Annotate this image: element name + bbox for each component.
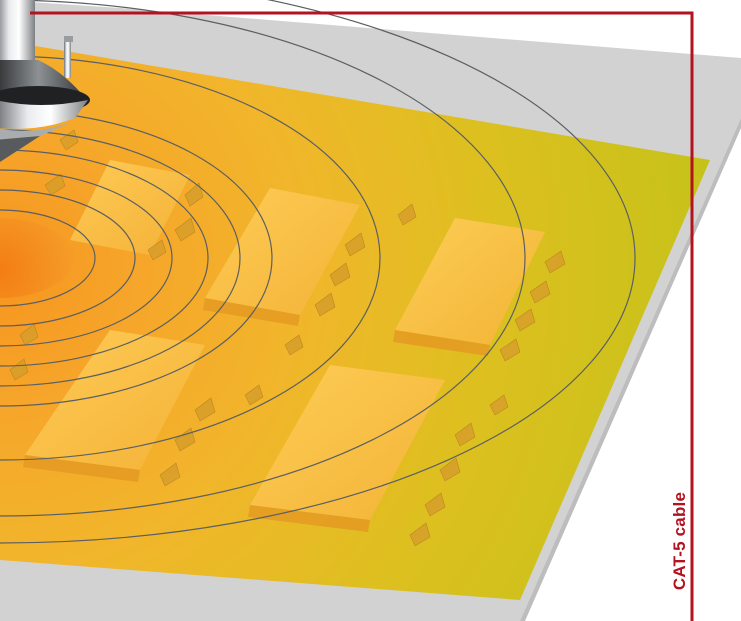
chair bbox=[194, 397, 216, 422]
chair bbox=[174, 427, 196, 452]
chair bbox=[409, 522, 431, 547]
desk bbox=[25, 330, 205, 470]
desk bbox=[70, 160, 190, 255]
cat5-cable-line bbox=[30, 11, 694, 621]
desk bbox=[205, 188, 360, 315]
signal-rings bbox=[0, 0, 636, 544]
chair bbox=[244, 384, 264, 406]
chair bbox=[344, 232, 366, 257]
chair bbox=[9, 358, 29, 381]
chair bbox=[544, 250, 566, 274]
signal-ring bbox=[0, 169, 173, 347]
chair bbox=[514, 308, 536, 332]
signal-ring bbox=[0, 0, 636, 544]
chair bbox=[439, 457, 461, 482]
chair bbox=[19, 323, 39, 346]
chair bbox=[329, 262, 351, 287]
chair bbox=[147, 239, 167, 261]
chair bbox=[159, 462, 181, 487]
chair bbox=[314, 292, 336, 317]
chair bbox=[489, 394, 509, 416]
chair bbox=[174, 217, 196, 242]
floor-edge-shadow bbox=[520, 118, 741, 621]
signal-ring bbox=[0, 129, 241, 387]
desk bbox=[250, 365, 445, 520]
signal-ring bbox=[0, 55, 381, 461]
chair bbox=[284, 334, 304, 356]
chair bbox=[59, 129, 79, 151]
signal-ring bbox=[0, 189, 136, 327]
chair bbox=[184, 182, 204, 207]
desk-group-back bbox=[70, 160, 545, 356]
signal-ring bbox=[0, 209, 96, 307]
signal-core bbox=[0, 218, 74, 298]
ceiling-access-point-icon bbox=[0, 0, 90, 162]
signal-ring bbox=[0, 0, 526, 517]
chair bbox=[499, 338, 521, 362]
chair bbox=[529, 280, 551, 304]
desk-side bbox=[393, 330, 490, 356]
signal-ring bbox=[0, 149, 209, 367]
signal-ring bbox=[0, 109, 273, 407]
desk-group-front bbox=[23, 330, 445, 532]
desk-side bbox=[23, 455, 140, 482]
cable-label: CAT-5 cable bbox=[670, 491, 689, 590]
desk-side bbox=[203, 298, 300, 326]
chair bbox=[424, 492, 446, 517]
desk-side bbox=[248, 505, 370, 532]
chairs bbox=[9, 129, 566, 547]
chair bbox=[454, 422, 476, 447]
chair bbox=[397, 203, 417, 226]
chair bbox=[44, 173, 66, 196]
cable-label-container: CAT-5 cable bbox=[668, 460, 692, 621]
desk bbox=[395, 218, 545, 345]
